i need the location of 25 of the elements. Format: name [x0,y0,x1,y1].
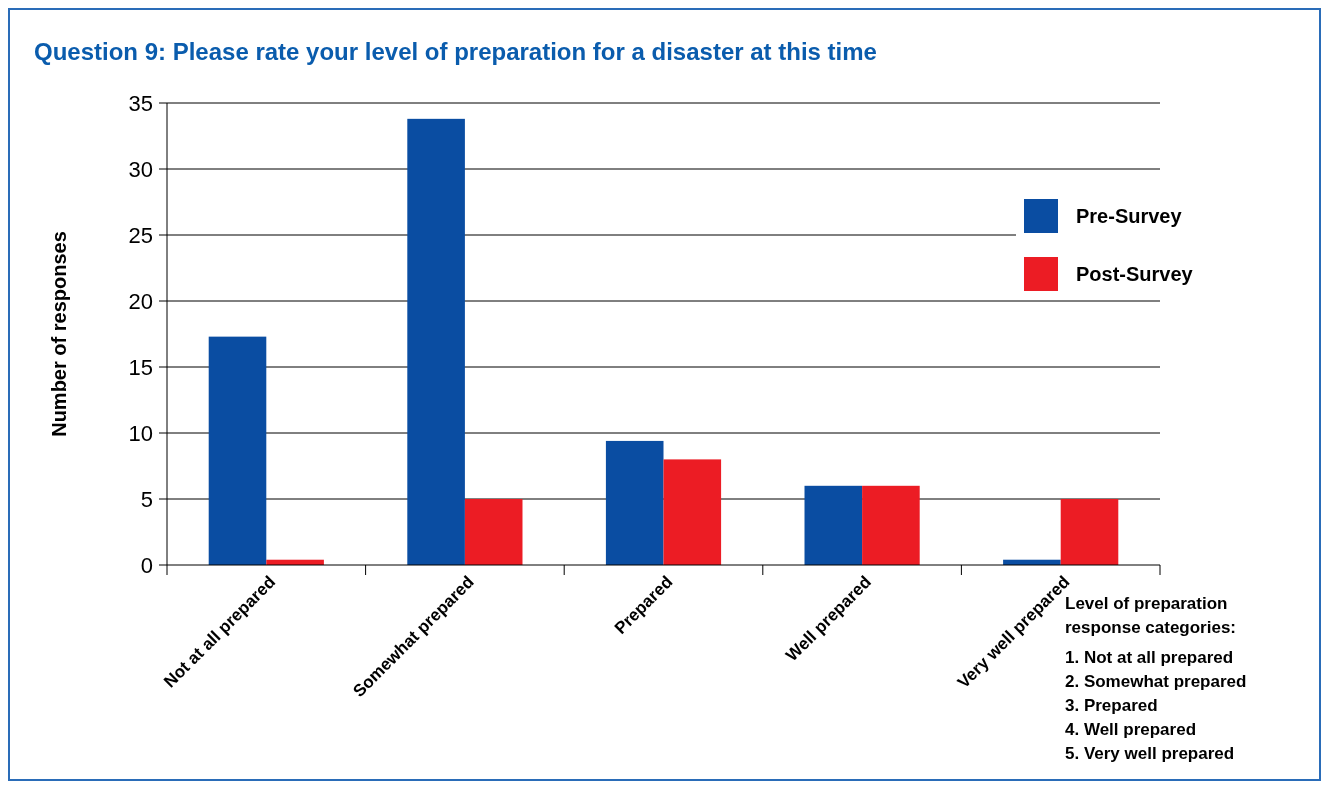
bar [862,485,920,565]
y-tick-label: 30 [128,156,153,182]
y-axis-title: Number of responses [48,231,70,437]
legend-label: Post-Survey [1076,263,1194,285]
legend-label: Pre-Survey [1076,205,1183,227]
y-tick-label: 15 [128,354,153,380]
text: 4. Well prepared [1065,720,1197,739]
bar [407,118,465,565]
y-tick-label: 20 [128,288,153,314]
text: 5. Very well prepared [1065,744,1235,763]
bar [804,485,863,565]
text: 1. Not at all prepared [1065,648,1234,667]
chart-title: Question 9: Please rate your level of preparation for a disaster at this time [34,38,877,65]
bar [464,499,523,565]
text: 2. Somewhat prepared [1065,672,1247,691]
text: 3. Prepared [1065,696,1158,715]
bar [663,459,722,565]
bar [605,440,664,565]
y-tick-label: 35 [128,90,153,116]
y-tick-label: 0 [140,552,153,578]
y-tick-label: 5 [140,486,153,512]
bar [208,336,267,565]
y-tick-label: 10 [128,420,153,446]
bar [1060,499,1119,565]
y-tick-label: 25 [128,222,153,248]
